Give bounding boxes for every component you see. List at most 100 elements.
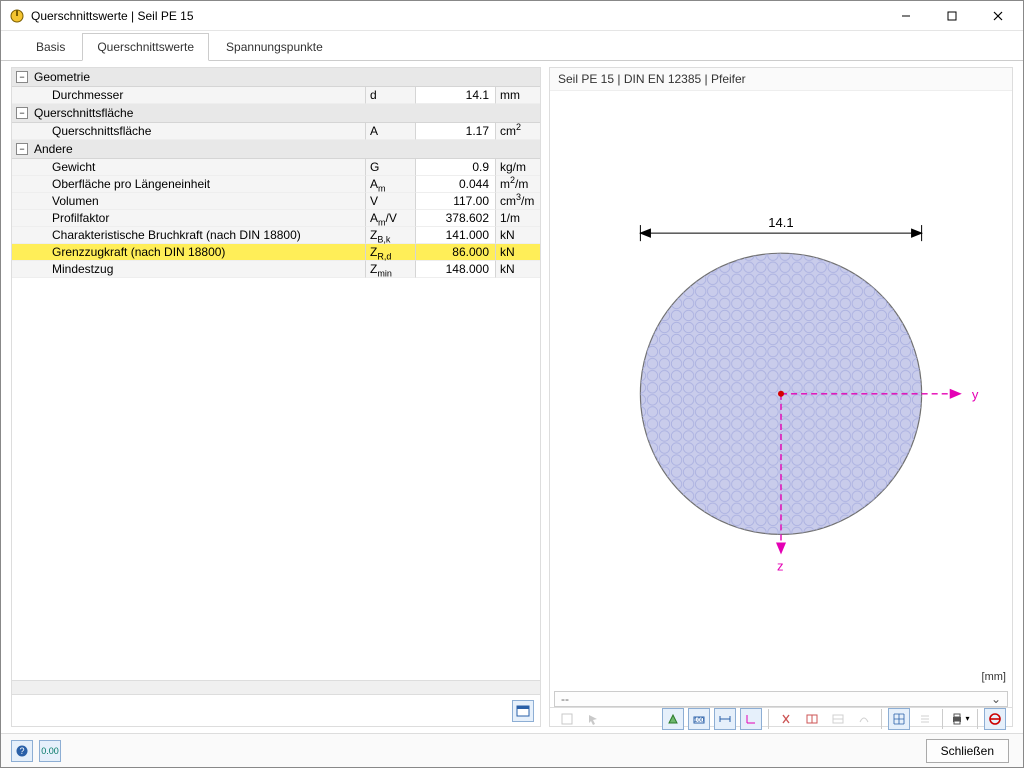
preview-title: Seil PE 15 | DIN EN 12385 | Pfeifer [550,68,1012,91]
dimension-label: 14.1 [768,215,793,230]
group-header[interactable]: −Geometrie [12,68,540,87]
reset-view-button[interactable] [984,708,1006,730]
property-symbol: G [366,159,416,176]
group-header[interactable]: −Querschnittsfläche [12,104,540,123]
property-symbol: Am [366,176,416,193]
show-axes-button[interactable] [740,708,762,730]
select-button[interactable] [582,708,604,730]
show-shear-button[interactable] [775,708,797,730]
show-warping-button[interactable] [853,708,875,730]
minimize-button[interactable] [883,1,929,31]
property-unit: 1/m [496,210,540,227]
collapse-icon: − [16,71,28,83]
property-unit: kN [496,261,540,278]
collapse-icon: − [16,107,28,119]
property-value: 86.000 [416,244,496,261]
property-row[interactable]: MindestzugZmin148.000kN [12,261,540,278]
axis-z-label: z [777,559,784,574]
property-unit: cm3/m [496,193,540,210]
units-button[interactable]: 0.00 [39,740,61,762]
property-row[interactable]: QuerschnittsflächeA1.17cm2 [12,123,540,140]
property-symbol: Zmin [366,261,416,278]
property-unit: kN [496,227,540,244]
property-name: Durchmesser [12,87,366,104]
property-symbol: A [366,123,416,140]
section-drawing: 14.1 y z [550,91,1012,687]
property-value: 14.1 [416,87,496,104]
property-value: 117.00 [416,193,496,210]
property-value: 378.602 [416,210,496,227]
show-list-button[interactable] [914,708,936,730]
content: −GeometrieDurchmesserd14.1mm−Querschnitt… [1,61,1023,733]
show-dimensions-button[interactable] [714,708,736,730]
group-label: Geometrie [34,70,90,84]
display-options-button[interactable] [512,700,534,722]
property-unit: m2/m [496,176,540,193]
help-button[interactable]: ? [11,740,33,762]
property-row[interactable]: ProfilfaktorAm/V378.6021/m [12,210,540,227]
show-stress-z-button[interactable] [827,708,849,730]
show-values-button[interactable]: 100 [688,708,710,730]
property-unit: kN [496,244,540,261]
separator [942,709,943,729]
property-symbol: V [366,193,416,210]
property-value: 0.9 [416,159,496,176]
titlebar: Querschnittswerte | Seil PE 15 [1,1,1023,31]
svg-text:100: 100 [694,718,705,724]
collapse-icon: − [16,143,28,155]
tabbar: Basis Querschnittswerte Spannungspunkte [1,31,1023,61]
property-value: 148.000 [416,261,496,278]
left-toolbar [12,694,540,726]
property-name: Mindestzug [12,261,366,278]
app-icon [9,8,25,24]
group-label: Andere [34,142,73,156]
show-section-button[interactable] [662,708,684,730]
property-row[interactable]: GewichtG0.9kg/m [12,159,540,176]
print-button[interactable]: ▾ [949,708,971,730]
property-symbol: d [366,87,416,104]
property-name: Volumen [12,193,366,210]
footer: ? 0.00 Schließen [1,733,1023,767]
show-grid-button[interactable] [888,708,910,730]
group-label: Querschnittsfläche [34,106,133,120]
property-row[interactable]: Grenzzugkraft (nach DIN 18800)ZR,d86.000… [12,244,540,261]
zoom-extents-button[interactable] [556,708,578,730]
property-name: Grenzzugkraft (nach DIN 18800) [12,244,366,261]
right-toolbar: 100 ▾ [550,707,1012,730]
group-header[interactable]: −Andere [12,140,540,159]
viewport-unit-label: [mm] [982,671,1006,683]
separator [768,709,769,729]
close-window-button[interactable] [975,1,1021,31]
property-value: 141.000 [416,227,496,244]
close-button[interactable]: Schließen [926,739,1009,763]
section-viewport[interactable]: 14.1 y z [mm] [550,91,1012,687]
property-unit: cm2 [496,123,540,140]
svg-text:?: ? [19,746,24,756]
property-name: Oberfläche pro Längeneinheit [12,176,366,193]
property-value: 0.044 [416,176,496,193]
stress-point-combo[interactable]: -- [554,691,1008,707]
separator [881,709,882,729]
tab-querschnittswerte[interactable]: Querschnittswerte [82,33,209,61]
show-stress-y-button[interactable] [801,708,823,730]
property-row[interactable]: Oberfläche pro LängeneinheitAm0.044m2/m [12,176,540,193]
tab-spannungspunkte[interactable]: Spannungspunkte [211,33,338,60]
property-unit: mm [496,87,540,104]
property-name: Gewicht [12,159,366,176]
property-row[interactable]: Charakteristische Bruchkraft (nach DIN 1… [12,227,540,244]
property-grid[interactable]: −GeometrieDurchmesserd14.1mm−Querschnitt… [12,68,540,680]
property-row[interactable]: Durchmesserd14.1mm [12,87,540,104]
axis-y-label: y [972,387,979,402]
maximize-button[interactable] [929,1,975,31]
property-symbol: ZB,k [366,227,416,244]
horizontal-scrollbar[interactable] [12,680,540,694]
property-name: Charakteristische Bruchkraft (nach DIN 1… [12,227,366,244]
preview-pane: Seil PE 15 | DIN EN 12385 | Pfeifer [549,67,1013,727]
tab-basis[interactable]: Basis [21,33,80,60]
property-symbol: ZR,d [366,244,416,261]
property-unit: kg/m [496,159,540,176]
window-title: Querschnittswerte | Seil PE 15 [31,9,883,23]
property-symbol: Am/V [366,210,416,227]
property-row[interactable]: VolumenV117.00cm3/m [12,193,540,210]
property-value: 1.17 [416,123,496,140]
